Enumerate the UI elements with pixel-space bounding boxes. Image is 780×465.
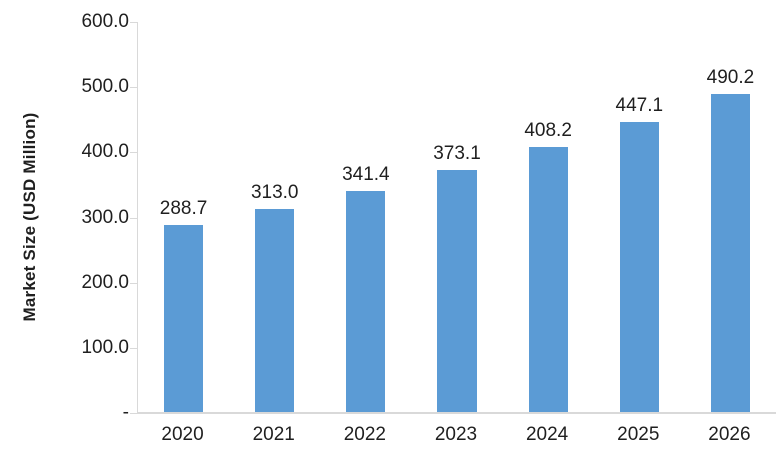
x-tick-label: 2022 (343, 424, 386, 445)
x-axis-line (137, 412, 776, 414)
y-tick-label: 300.0 (81, 206, 129, 228)
y-tick-label: 500.0 (81, 76, 129, 98)
bars-container: 288.7 313.0 341.4 373.1 408.2 447.1 490.2 (138, 22, 776, 413)
bar-value-label: 490.2 (706, 66, 755, 88)
bar-value-label: 447.1 (615, 94, 664, 116)
bar-slot: 490.2 (685, 22, 776, 413)
y-tick-label: 400.0 (81, 141, 129, 163)
bar-value-label: 373.1 (433, 142, 481, 164)
x-tick-label: 2025 (617, 424, 660, 445)
y-tick-mark (130, 152, 137, 154)
bar-slot: 373.1 (411, 22, 502, 413)
bar (346, 190, 386, 413)
bar-slot: 341.4 (320, 22, 411, 413)
bar-value-label: 341.4 (342, 163, 390, 185)
bar-value-label: 288.7 (159, 197, 208, 219)
y-tick-mark (130, 282, 137, 284)
bar (255, 209, 295, 413)
bar-slot: 313.0 (229, 22, 320, 413)
y-tick-mark (130, 347, 137, 349)
bar-value-label: 313.0 (250, 182, 299, 204)
bar-slot: 447.1 (594, 22, 685, 413)
x-tick-label: 2024 (525, 424, 569, 445)
bar (437, 169, 477, 413)
bar-value-label: 408.2 (524, 120, 572, 142)
bar (528, 147, 568, 413)
x-tick-label: 2026 (708, 424, 751, 445)
x-tick-label: 2021 (252, 424, 295, 445)
bar-slot: 408.2 (503, 22, 594, 413)
bar (163, 224, 204, 413)
y-tick-mark (130, 22, 137, 23)
bar (619, 121, 659, 413)
plot-area: 288.7 313.0 341.4 373.1 408.2 447.1 490.2 (137, 22, 776, 413)
bar (710, 93, 750, 413)
y-tick-label: 600.0 (81, 11, 129, 32)
y-tick-mark (130, 87, 137, 89)
y-tick-label: 200.0 (81, 271, 129, 293)
y-tick-mark (130, 413, 137, 414)
y-tick-mark (130, 217, 137, 219)
y-tick-label: - (122, 402, 129, 423)
y-tick-label: 100.0 (81, 336, 129, 358)
x-tick-label: 2020 (161, 424, 204, 445)
x-tick-label: 2023 (434, 424, 478, 445)
bar-slot: 288.7 (138, 22, 229, 413)
x-axis-labels: 2020 2021 2022 2023 2024 2025 2026 (137, 424, 775, 446)
